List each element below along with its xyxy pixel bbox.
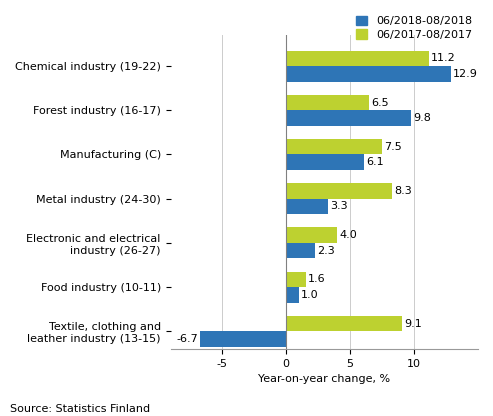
Legend: 06/2018-08/2018, 06/2017-08/2017: 06/2018-08/2018, 06/2017-08/2017 (356, 15, 472, 40)
Bar (286, 154, 364, 170)
Text: 12.9: 12.9 (453, 69, 478, 79)
Bar (286, 139, 382, 154)
Text: 2.3: 2.3 (317, 246, 335, 256)
Text: 1.0: 1.0 (301, 290, 318, 300)
Bar (286, 66, 451, 82)
Bar (286, 228, 337, 243)
Bar (286, 110, 411, 126)
Text: 9.8: 9.8 (413, 113, 431, 123)
X-axis label: Year-on-year change, %: Year-on-year change, % (258, 374, 390, 384)
Text: 6.5: 6.5 (371, 97, 388, 107)
Bar (286, 183, 392, 199)
Text: 4.0: 4.0 (339, 230, 357, 240)
Text: 3.3: 3.3 (330, 201, 348, 211)
Bar (286, 95, 369, 110)
Text: 11.2: 11.2 (431, 53, 456, 63)
Text: 8.3: 8.3 (394, 186, 412, 196)
Bar (286, 243, 316, 258)
Bar (286, 199, 328, 214)
Text: 9.1: 9.1 (404, 319, 422, 329)
Bar (200, 332, 286, 347)
Text: -6.7: -6.7 (176, 334, 198, 344)
Bar (286, 272, 306, 287)
Text: 7.5: 7.5 (384, 142, 402, 152)
Bar (286, 287, 299, 303)
Bar (286, 51, 429, 66)
Text: Source: Statistics Finland: Source: Statistics Finland (10, 404, 150, 414)
Text: 1.6: 1.6 (308, 275, 326, 285)
Text: 6.1: 6.1 (366, 157, 384, 167)
Bar (286, 316, 402, 332)
